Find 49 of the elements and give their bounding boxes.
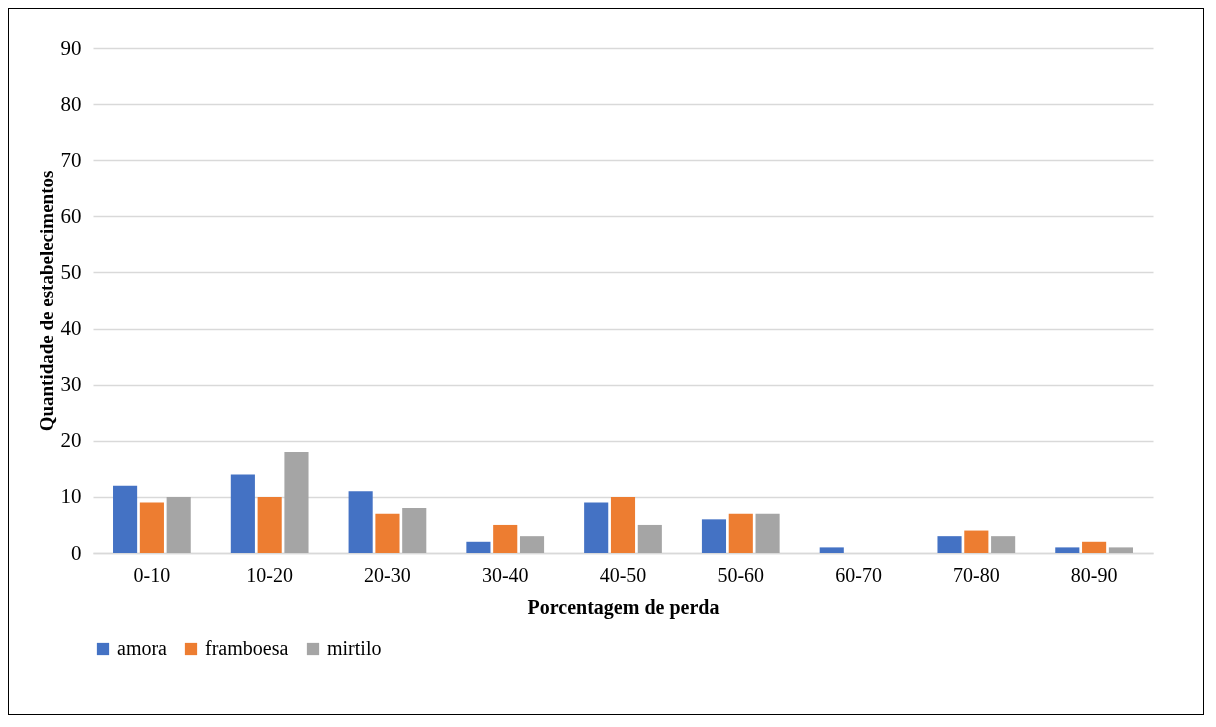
y-tick-label: 70 [60, 147, 82, 172]
bar [493, 524, 518, 553]
x-axis-title: Porcentagem de perda [527, 595, 720, 619]
y-axis-title: Quantidade de estabelecimentos [35, 170, 57, 432]
bar [991, 536, 1016, 553]
bar [584, 502, 609, 553]
bar [1108, 547, 1133, 553]
y-tick-label: 60 [60, 203, 82, 228]
x-tick-label: 20-30 [364, 563, 411, 586]
bar [375, 513, 400, 553]
bar [466, 541, 491, 553]
bar [1082, 541, 1107, 553]
bar [139, 502, 164, 553]
x-tick-label: 60-70 [835, 563, 882, 586]
y-tick-label: 20 [60, 428, 82, 453]
y-tick-label: 80 [60, 91, 82, 116]
x-tick-label: 70-80 [953, 563, 1000, 586]
bar [402, 508, 427, 553]
bar [166, 496, 191, 553]
bar [819, 547, 844, 553]
bar [257, 496, 282, 553]
y-tick-label: 10 [60, 484, 82, 509]
bar [610, 496, 636, 553]
x-tick-label: 0-10 [133, 563, 171, 586]
y-tick-label: 30 [60, 372, 82, 397]
bar [701, 519, 727, 553]
y-tick-label: 90 [60, 35, 82, 60]
x-tick-label: 40-50 [599, 563, 647, 586]
bar [728, 513, 753, 553]
bar [1055, 547, 1080, 553]
legend-label: mirtilo [327, 637, 382, 659]
y-tick-label: 0 [71, 540, 82, 565]
bar [637, 524, 662, 553]
x-tick-label: 80-90 [1070, 563, 1118, 586]
legend-label: framboesa [205, 637, 289, 659]
x-tick-label: 30-40 [481, 563, 529, 586]
bar [230, 474, 255, 553]
bar [519, 536, 545, 553]
bar [348, 491, 373, 553]
bar [937, 536, 962, 553]
bar [755, 513, 780, 553]
bar [113, 485, 138, 553]
bar [964, 530, 989, 553]
y-tick-label: 50 [60, 259, 82, 284]
x-tick-label: 50-60 [717, 563, 765, 586]
bar [284, 452, 309, 553]
legend-label: amora [117, 637, 168, 659]
y-tick-label: 40 [60, 316, 82, 341]
x-tick-label: 10-20 [246, 563, 293, 586]
